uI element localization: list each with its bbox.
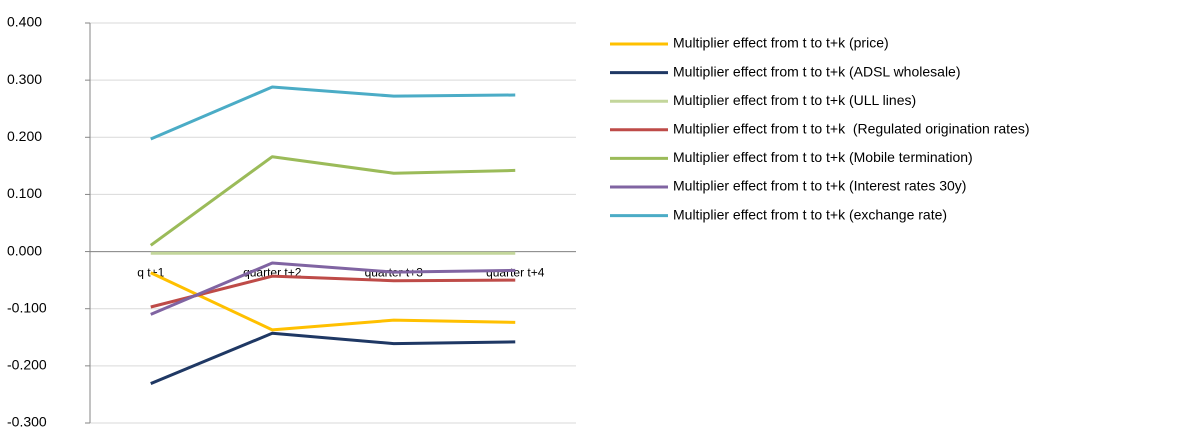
series-line — [150, 271, 516, 332]
y-tick-label: 0.300 — [7, 71, 42, 87]
series-line — [150, 261, 516, 316]
legend-label: Multiplier effect from t to t+k (ULL lin… — [673, 92, 916, 108]
series-line — [149, 155, 516, 247]
y-tick-label: 0.000 — [7, 242, 42, 258]
legend-label: Multiplier effect from t to t+k (Regulat… — [673, 121, 1030, 137]
y-tick-label: -0.200 — [7, 357, 47, 373]
y-tick-label: 0.200 — [7, 128, 42, 144]
legend-label: Multiplier effect from t to t+k (Mobile … — [673, 149, 973, 165]
y-tick-label: -0.300 — [7, 414, 47, 430]
series-line — [150, 274, 516, 309]
y-tick-label: 0.100 — [7, 185, 42, 201]
legend-label: Multiplier effect from t to t+k (ADSL wh… — [673, 63, 961, 79]
legend-label: Multiplier effect from t to t+k (price) — [673, 35, 889, 51]
y-tick-label: 0.400 — [7, 14, 42, 30]
series-line — [150, 85, 516, 141]
y-tick-label: -0.100 — [7, 299, 47, 315]
series-line — [150, 331, 516, 385]
legend-label: Multiplier effect from t to t+k (Interes… — [673, 178, 966, 194]
legend-label: Multiplier effect from t to t+k (exchang… — [673, 206, 947, 222]
x-tick-label: quarter t+4 — [486, 266, 545, 280]
